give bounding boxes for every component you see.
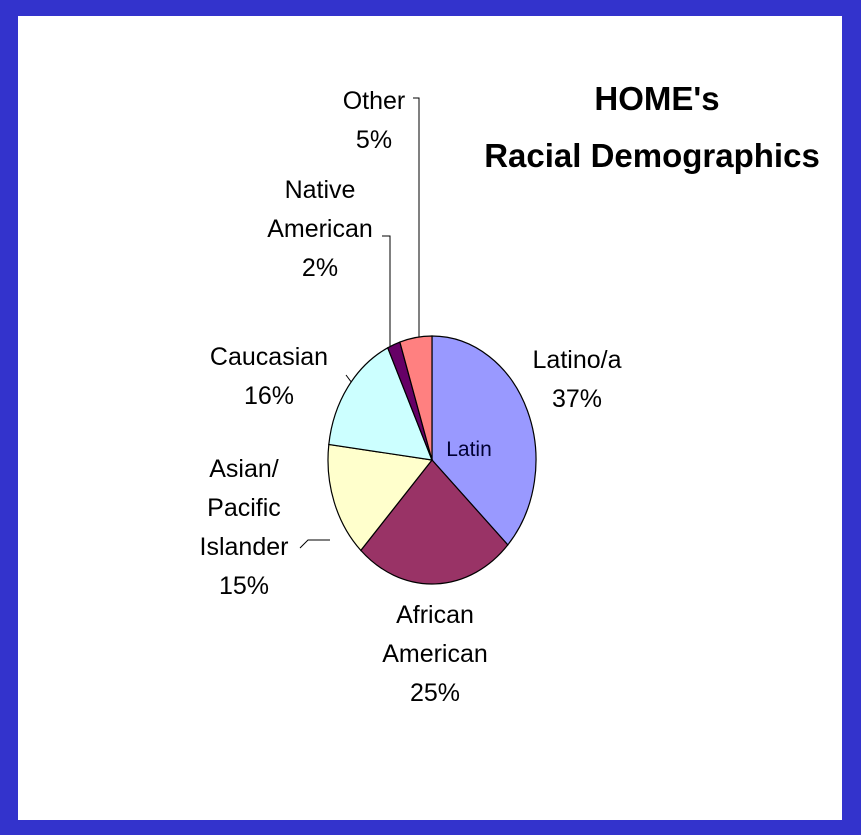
chart-title-line-1: HOME's — [594, 80, 719, 117]
chart-title: HOME's Racial Demographics — [484, 80, 820, 174]
slice-label-asian-pacific-islander: Asian/Pacific Islander 15% — [200, 455, 289, 600]
inner-slice-label: Latin — [446, 438, 492, 461]
slice-labels: Latino/a 37% African American 25% Asian/Pacif… — [200, 87, 622, 707]
chart-title-line-2: Racial Demographics — [484, 137, 820, 174]
leader-line-other — [413, 97, 420, 339]
leader-lines — [299, 97, 420, 549]
slice-label-latino-a: Latino/a 37% — [533, 346, 622, 413]
pie-slice-african-american — [360, 459, 509, 585]
slice-label-caucasian: Caucasian 16% — [210, 343, 328, 410]
leader-line-native-american — [382, 235, 391, 347]
pie-slice-other — [399, 335, 433, 461]
slice-label-african-american: African American 25% — [382, 601, 488, 707]
leader-line-asian-pacific-islander — [299, 539, 330, 549]
slice-label-native-american: Native American 2% — [267, 176, 373, 282]
pie-slices — [327, 335, 537, 585]
slice-label-other: Other 5% — [343, 87, 406, 154]
pie-slice-latino-a — [431, 335, 537, 546]
pie-slice-caucasian — [328, 346, 433, 461]
pie-slice-asian-pacific-islander — [327, 443, 434, 552]
